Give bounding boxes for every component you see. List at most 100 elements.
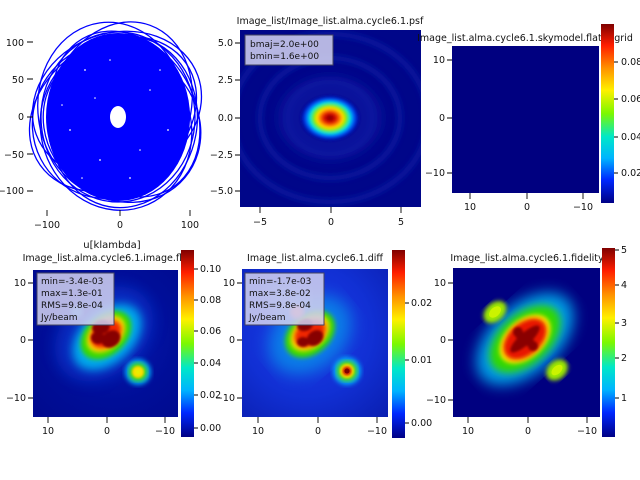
diff-colorbar-tick-marks <box>405 302 409 424</box>
fidelity-ytick-label: 0 <box>440 335 446 346</box>
diff-cbar-label: 0.00 <box>411 418 432 429</box>
image-flat-cbar-label: 0.04 <box>200 358 221 369</box>
fidelity-xtick-label: 10 <box>462 426 474 437</box>
image-flat-ytick-label: 10 <box>14 278 26 289</box>
uv-xtick-label: 100 <box>181 220 199 231</box>
image-flat-xtick-label: −10 <box>155 426 175 437</box>
fidelity-cbar-label: 3 <box>621 318 627 329</box>
uv-xaxis-label: u[klambda] <box>83 240 141 251</box>
uv-xtick-label: 0 <box>117 220 123 231</box>
psf-annotation-line1: bmaj=2.0e+00 <box>250 40 319 50</box>
diff-annotation-line2: max=3.8e-02 <box>249 289 311 299</box>
fidelity-cbar-label: 5 <box>621 245 627 256</box>
fidelity-ytick-label: −10 <box>426 395 446 406</box>
psf-y-tick-marks <box>235 42 240 192</box>
skymodel-x-tick-marks <box>469 193 584 199</box>
uv-speckles <box>61 59 169 179</box>
skymodel-cbar-label: 0.06 <box>621 94 640 105</box>
psf-ytick-label: 5.0 <box>218 38 233 49</box>
uv-center-hole <box>110 106 126 128</box>
image-flat-cbar-label: 0.10 <box>200 264 221 275</box>
uv-ytick-label: −100 <box>0 186 24 197</box>
skymodel-y-tick-marks <box>447 59 452 174</box>
fidelity-title: Image_list.alma.cycle6.1.fidelity <box>450 253 604 264</box>
uv-y-tick-marks <box>27 41 33 192</box>
fidelity-y-tick-marks <box>448 282 453 401</box>
skymodel-xtick-label: 0 <box>524 202 530 213</box>
image-flat-cbar-label: 0.02 <box>200 390 221 401</box>
image-flat-annotation-line1: min=-3.4e-03 <box>41 277 103 287</box>
image-flat-title: Image_list.alma.cycle6.1.image.flat <box>23 253 192 264</box>
fidelity-end-knobs <box>483 301 568 381</box>
uv-tracks <box>28 21 203 211</box>
skymodel-title: Image_list.alma.cycle6.1.skymodel.flat.r… <box>417 33 633 44</box>
image-flat-annotation-box: min=-3.4e-03 max=1.3e-01 RMS=9.8e-04 Jy/… <box>36 272 115 326</box>
psf-ytick-label: 0.0 <box>218 113 233 124</box>
diff-ytick-label: 10 <box>223 278 235 289</box>
uv-ytick-label: 100 <box>6 38 24 49</box>
diff-annotation-line1: min=-1.7e-03 <box>249 277 311 287</box>
image-flat-ytick-label: 0 <box>20 335 26 346</box>
skymodel-image <box>452 46 599 193</box>
fidelity-x-tick-marks <box>467 417 588 423</box>
uv-ytick-label: 0 <box>18 112 24 123</box>
skymodel-ytick-label: −10 <box>425 168 445 179</box>
skymodel-cbar-label: 0.08 <box>621 57 640 68</box>
fidelity-core-x <box>510 325 540 353</box>
fidelity-plot: Image_list.alma.cycle6.1.fidelity <box>426 245 627 437</box>
psf-ytick-label: −2.5 <box>210 150 233 161</box>
image-flat-x-tick-marks <box>47 417 166 423</box>
skymodel-colorbar: 0.08 0.06 0.04 0.02 <box>601 24 640 203</box>
image-flat-annotation-line2: max=1.3e-01 <box>41 289 103 299</box>
uv-x-tick-marks <box>46 210 191 216</box>
image-flat-cbar-label: 0.08 <box>200 295 221 306</box>
fidelity-xtick-label: −10 <box>577 426 597 437</box>
skymodel-xtick-label: −10 <box>573 202 593 213</box>
psf-plot: Image_list/Image_list.alma.cycle6.1.psf … <box>210 16 424 228</box>
image-flat-annotation-line3: RMS=9.8e-04 <box>41 301 103 311</box>
skymodel-ytick-label: 0 <box>439 113 445 124</box>
diff-cbar-label: 0.02 <box>411 298 432 309</box>
diff-xtick-label: 10 <box>252 426 264 437</box>
image-flat-plot: Image_list.alma.cycle6.1.image.flat <box>6 250 221 437</box>
psf-xtick-label: 0 <box>328 217 334 228</box>
psf-x-tick-marks <box>259 207 402 213</box>
image-flat-annotation-line4: Jy/beam <box>40 313 78 323</box>
skymodel-xtick-label: 10 <box>464 202 476 213</box>
diff-annotation-line4: Jy/beam <box>248 313 286 323</box>
psf-ytick-label: −5.0 <box>210 186 233 197</box>
diff-title: Image_list.alma.cycle6.1.diff <box>247 253 383 264</box>
skymodel-plot: Image_list.alma.cycle6.1.skymodel.flat.r… <box>417 24 640 213</box>
psf-title: Image_list/Image_list.alma.cycle6.1.psf <box>237 16 424 27</box>
uv-ytick-label: 50 <box>12 75 24 86</box>
diff-cbar-label: 0.01 <box>411 355 432 366</box>
uv-xtick-label: −100 <box>34 220 60 231</box>
uv-ytick-label: −50 <box>4 150 24 161</box>
fidelity-colorbar: 5 4 3 2 1 <box>602 245 627 437</box>
fidelity-cbar-label: 1 <box>621 393 627 404</box>
skymodel-colorbar-tick-marks <box>614 61 618 174</box>
diff-ytick-label: 0 <box>229 335 235 346</box>
psf-annotation-line2: bmin=1.6e+00 <box>250 52 319 62</box>
image-flat-xtick-label: 10 <box>42 426 54 437</box>
diff-annotation-line3: RMS=9.8e-04 <box>249 301 311 311</box>
diff-secondary-source <box>333 357 361 385</box>
skymodel-ytick-label: 10 <box>433 55 445 66</box>
diff-colorbar: 0.02 0.01 0.00 <box>392 250 432 438</box>
skymodel-cbar-label: 0.02 <box>621 168 640 179</box>
diff-ytick-label: −10 <box>215 393 235 404</box>
fidelity-ytick-label: 10 <box>434 278 446 289</box>
fidelity-colorbar-tick-marks <box>615 249 619 399</box>
image-flat-ytick-label: −10 <box>6 393 26 404</box>
diff-plot: Image_list.alma.cycle6.1.diff <box>215 250 432 438</box>
image-flat-xtick-label: 0 <box>104 426 110 437</box>
psf-xtick-label: 5 <box>398 217 404 228</box>
diff-xtick-label: 0 <box>315 426 321 437</box>
image-flat-colorbar: 0.10 0.08 0.06 0.04 0.02 0.00 <box>181 250 221 437</box>
fidelity-cbar-label: 4 <box>621 280 627 291</box>
diff-y-tick-marks <box>237 282 242 399</box>
diff-xtick-label: −10 <box>367 426 387 437</box>
fidelity-cbar-label: 2 <box>621 353 627 364</box>
image-flat-y-tick-marks <box>28 282 33 399</box>
